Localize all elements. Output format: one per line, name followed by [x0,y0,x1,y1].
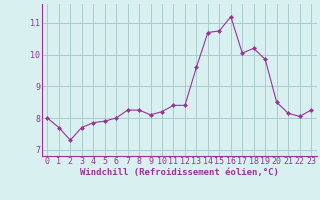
X-axis label: Windchill (Refroidissement éolien,°C): Windchill (Refroidissement éolien,°C) [80,168,279,177]
